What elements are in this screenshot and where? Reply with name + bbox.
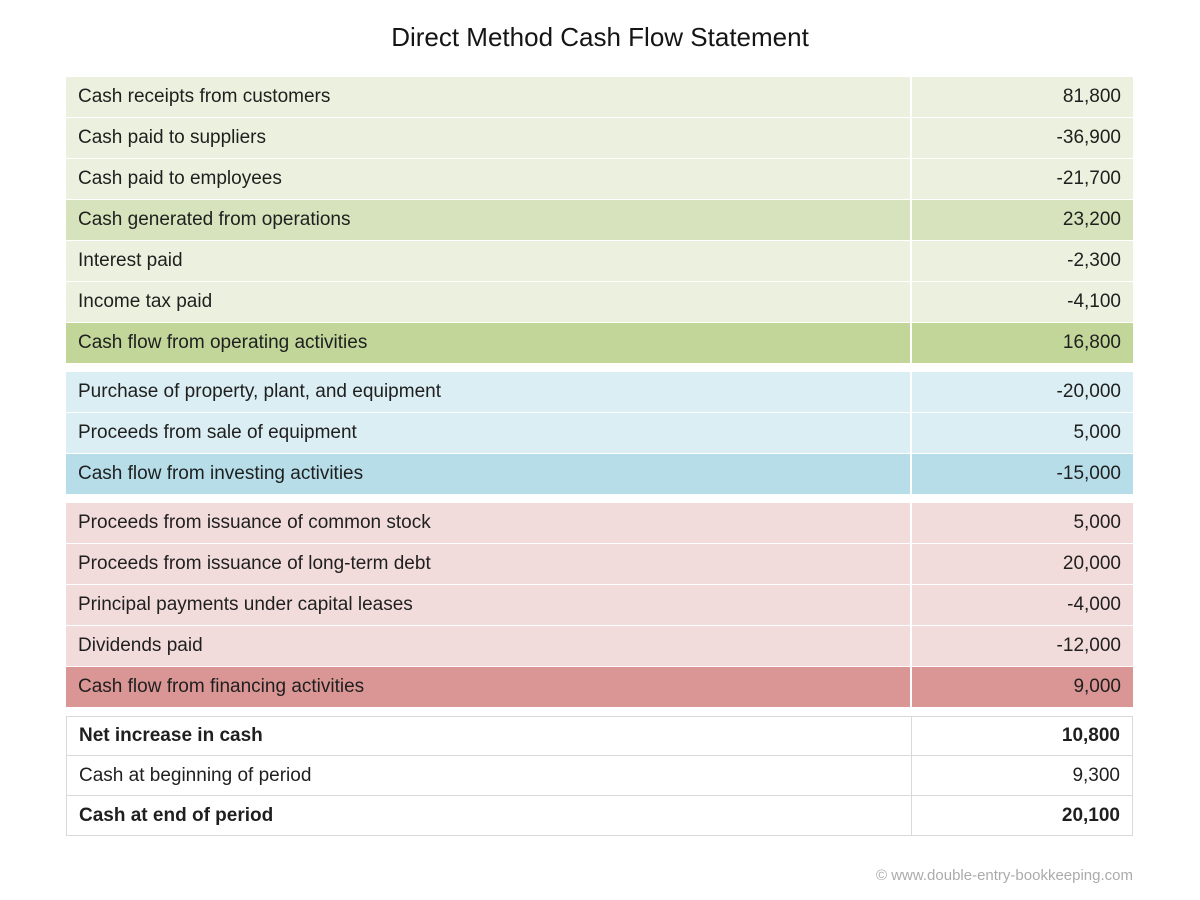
row-value: 5,000 [912,503,1133,543]
copyright-watermark: © www.double-entry-bookkeeping.com [875,867,1133,884]
total-row: Cash at end of period 20,100 [66,796,1133,836]
row-label: Interest paid [66,241,910,281]
statement-table: Cash receipts from customers 81,800 Cash… [66,77,1133,836]
investing-section: Purchase of property, plant, and equipme… [66,372,1133,494]
row-label: Cash at end of period [66,796,912,836]
row-label: Proceeds from issuance of long-term debt [66,544,910,584]
table-row: Proceeds from issuance of common stock 5… [66,503,1133,543]
subtotal-row: Cash generated from operations 23,200 [66,200,1133,240]
total-row: Cash flow from financing activities 9,00… [66,667,1133,707]
page-title: Direct Method Cash Flow Statement [391,22,809,52]
row-value: 20,000 [912,544,1133,584]
row-label: Net increase in cash [66,716,912,756]
row-label: Purchase of property, plant, and equipme… [66,372,910,412]
row-value: 23,200 [912,200,1133,240]
row-value: 5,000 [912,413,1133,453]
row-value: -36,900 [912,118,1133,158]
row-value: 10,800 [912,716,1133,756]
row-value: 16,800 [912,323,1133,363]
table-row: Cash paid to employees -21,700 [66,159,1133,199]
total-row: Net increase in cash 10,800 [66,716,1133,756]
row-value: -2,300 [912,241,1133,281]
row-value: -4,100 [912,282,1133,322]
table-row: Cash receipts from customers 81,800 [66,77,1133,117]
row-value: -15,000 [912,454,1133,494]
row-value: 20,100 [912,796,1133,836]
row-label: Cash at beginning of period [66,756,912,796]
table-row: Interest paid -2,300 [66,241,1133,281]
row-label: Cash flow from investing activities [66,454,910,494]
row-label: Cash paid to employees [66,159,910,199]
row-value: 9,300 [912,756,1133,796]
row-label: Cash paid to suppliers [66,118,910,158]
table-row: Dividends paid -12,000 [66,626,1133,666]
table-row: Cash paid to suppliers -36,900 [66,118,1133,158]
summary-section: Net increase in cash 10,800 Cash at begi… [66,716,1133,836]
row-label: Cash generated from operations [66,200,910,240]
row-label: Cash flow from operating activities [66,323,910,363]
table-row: Purchase of property, plant, and equipme… [66,372,1133,412]
total-row: Cash flow from investing activities -15,… [66,454,1133,494]
row-label: Principal payments under capital leases [66,585,910,625]
row-label: Income tax paid [66,282,910,322]
total-row: Cash flow from operating activities 16,8… [66,323,1133,363]
table-row: Cash at beginning of period 9,300 [66,756,1133,796]
row-value: -4,000 [912,585,1133,625]
row-label: Cash receipts from customers [66,77,910,117]
table-row: Income tax paid -4,100 [66,282,1133,322]
row-value: -12,000 [912,626,1133,666]
table-row: Proceeds from issuance of long-term debt… [66,544,1133,584]
row-label: Cash flow from financing activities [66,667,910,707]
row-value: -20,000 [912,372,1133,412]
row-value: 9,000 [912,667,1133,707]
row-label: Proceeds from sale of equipment [66,413,910,453]
row-value: -21,700 [912,159,1133,199]
financing-section: Proceeds from issuance of common stock 5… [66,503,1133,707]
row-value: 81,800 [912,77,1133,117]
table-row: Principal payments under capital leases … [66,585,1133,625]
row-label: Proceeds from issuance of common stock [66,503,910,543]
row-label: Dividends paid [66,626,910,666]
table-row: Proceeds from sale of equipment 5,000 [66,413,1133,453]
operating-section: Cash receipts from customers 81,800 Cash… [66,77,1133,363]
